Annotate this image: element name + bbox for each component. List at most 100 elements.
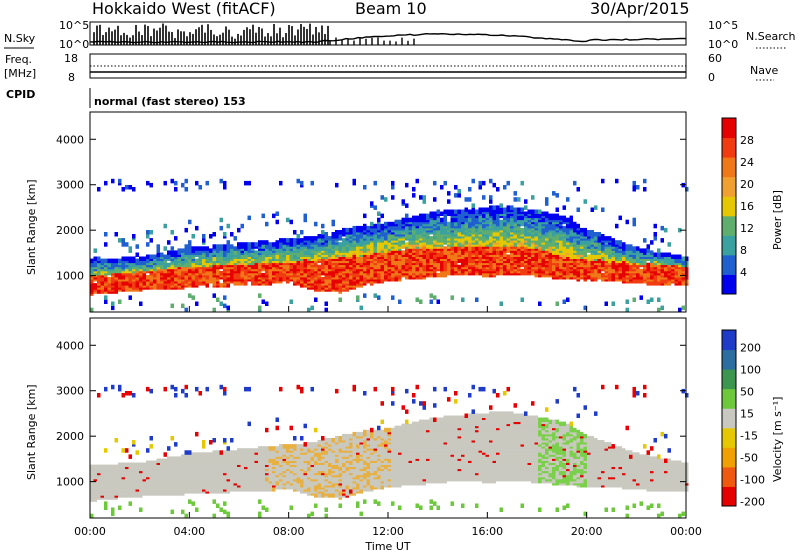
power-cell xyxy=(181,304,185,309)
power-cell xyxy=(272,214,276,219)
power-cell xyxy=(356,226,360,231)
power-cell xyxy=(538,302,542,307)
velocity-cell xyxy=(178,456,182,461)
power-cell xyxy=(192,295,196,300)
power-cell xyxy=(636,250,640,255)
power-cell xyxy=(507,181,511,186)
velocity-cell xyxy=(104,506,108,511)
power-cell xyxy=(255,242,259,247)
power-cell xyxy=(300,238,304,243)
power-cell xyxy=(549,232,553,237)
power-cell xyxy=(580,228,584,233)
power-cell xyxy=(601,261,605,266)
power-cell xyxy=(503,185,507,190)
power-cell xyxy=(381,224,385,229)
nave-tick-bottom: 0 xyxy=(708,71,715,84)
power-cell xyxy=(185,179,189,184)
velocity-cell xyxy=(160,459,164,464)
power-cell xyxy=(125,287,129,292)
power-cell xyxy=(314,236,318,241)
power-cell xyxy=(587,248,591,253)
power-cell xyxy=(619,240,623,245)
power-cell xyxy=(633,222,637,227)
power-cell xyxy=(97,271,101,276)
power-cell xyxy=(122,257,126,262)
power-cell xyxy=(272,242,276,247)
station-title: Hokkaido West (fitACF) xyxy=(92,0,276,18)
power-cell xyxy=(234,250,238,255)
power-cell xyxy=(269,242,273,247)
power-cell xyxy=(423,195,427,200)
power-cell xyxy=(566,298,570,303)
power-cell xyxy=(514,208,518,213)
power-cell xyxy=(199,185,203,190)
power-cell xyxy=(290,300,294,305)
power-cell xyxy=(594,242,598,247)
power-cell xyxy=(489,199,493,204)
power-cell xyxy=(171,277,175,282)
power-cell xyxy=(654,236,658,241)
power-cell xyxy=(405,218,409,223)
velocity-cell xyxy=(167,456,171,461)
power-cell xyxy=(559,216,563,221)
velocity-cell xyxy=(220,508,224,513)
power-cell xyxy=(461,269,465,274)
power-cell xyxy=(258,240,262,245)
power-cell xyxy=(647,300,651,305)
velocity-cell xyxy=(122,448,126,453)
power-cell xyxy=(213,293,217,298)
power-cell xyxy=(643,179,647,184)
velocity-cell xyxy=(164,459,168,464)
power-cell xyxy=(286,238,290,243)
power-cell xyxy=(531,210,535,215)
power-cell xyxy=(111,179,115,184)
power-cell xyxy=(216,244,220,249)
power-cell xyxy=(468,197,472,202)
power-cell xyxy=(227,224,231,229)
power-cell xyxy=(517,216,521,221)
power-cell xyxy=(440,212,444,217)
power-cell xyxy=(489,230,493,235)
power-cell xyxy=(650,250,654,255)
power-cell xyxy=(419,250,423,255)
colorbar-tick-label: 8 xyxy=(740,244,747,257)
power-cell xyxy=(629,244,633,249)
power-cell xyxy=(276,248,280,253)
velocity-cell xyxy=(132,393,136,398)
power-cell xyxy=(391,226,395,231)
power-cell xyxy=(258,259,262,264)
power-cell xyxy=(545,242,549,247)
power-cell xyxy=(136,244,140,249)
power-cell xyxy=(300,230,304,235)
power-cell xyxy=(535,255,539,260)
power-cell xyxy=(360,226,364,231)
power-cell xyxy=(174,250,178,255)
power-cell xyxy=(657,253,661,258)
power-cell xyxy=(426,214,430,219)
power-cell xyxy=(388,275,392,280)
power-cell xyxy=(307,250,311,255)
power-cell xyxy=(283,275,287,280)
power-cell xyxy=(220,271,224,276)
power-heatmap xyxy=(90,179,689,312)
power-cell xyxy=(538,240,542,245)
velocity-cell xyxy=(223,438,227,443)
power-cell xyxy=(363,267,367,272)
power-cell xyxy=(335,263,339,268)
power-cell xyxy=(444,246,448,251)
velocity-cell xyxy=(223,391,227,396)
power-cell xyxy=(594,205,598,210)
power-cell xyxy=(440,185,444,190)
power-cell xyxy=(332,220,336,225)
power-cell xyxy=(353,226,357,231)
power-cell xyxy=(339,242,343,247)
power-cell xyxy=(339,279,343,284)
power-cell xyxy=(601,273,605,278)
power-cell xyxy=(111,306,115,311)
power-cell xyxy=(524,199,528,204)
power-cell xyxy=(360,259,364,264)
power-cell xyxy=(115,269,119,274)
power-cell xyxy=(370,222,374,227)
power-cell xyxy=(668,253,672,258)
